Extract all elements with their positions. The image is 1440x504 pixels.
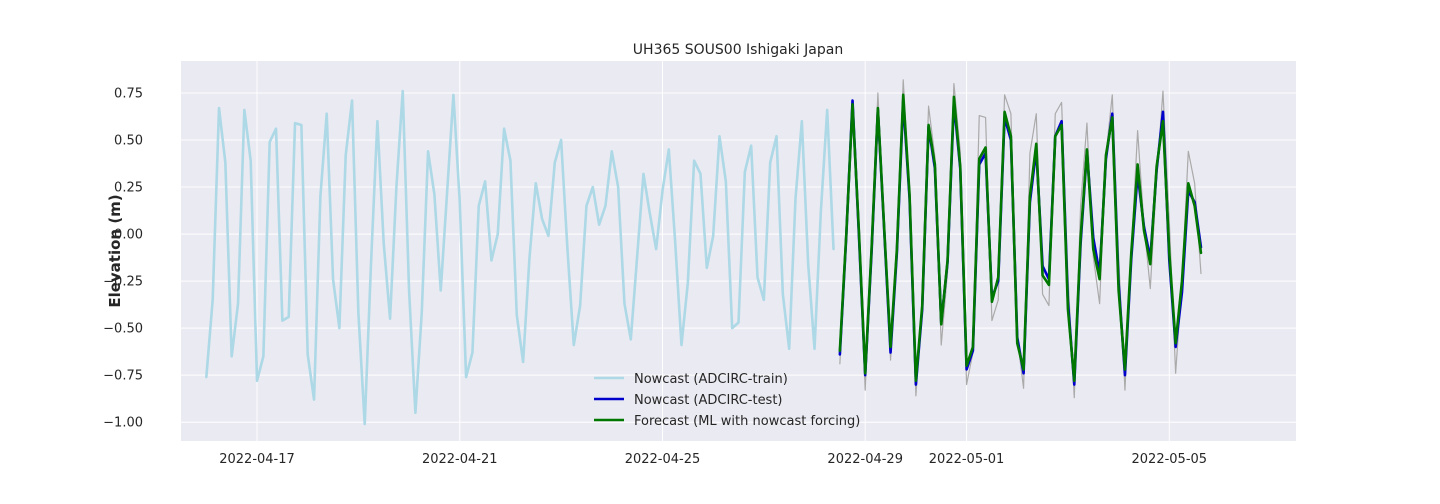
x-tick-label: 2022-04-21 — [422, 452, 498, 467]
y-tick-label: 0.00 — [114, 228, 143, 243]
y-tick-label: 0.75 — [114, 86, 143, 101]
series-line-nowcast-train — [205, 89, 835, 426]
legend-label-test: Nowcast (ADCIRC-test) — [634, 393, 783, 408]
series-line-forecast — [838, 93, 1203, 383]
x-tick-label: 2022-04-25 — [625, 452, 701, 467]
y-tick-label: 0.50 — [114, 134, 143, 149]
legend: Nowcast (ADCIRC-train) Nowcast (ADCIRC-t… — [594, 372, 860, 429]
legend-item-forecast: Forecast (ML with nowcast forcing) — [594, 414, 860, 429]
grid-lines — [181, 61, 1296, 441]
x-tick-label: 2022-05-01 — [929, 452, 1005, 467]
legend-item-test: Nowcast (ADCIRC-test) — [594, 393, 783, 408]
x-tick-label: 2022-05-05 — [1132, 452, 1208, 467]
x-tick-labels: 2022-04-17 2022-04-21 2022-04-25 2022-04-29… — [219, 452, 1207, 467]
y-tick-labels: 0.75 0.50 0.25 0.00 −0.25 −0.50 −0.75 −1.00 — [103, 86, 143, 430]
y-tick-label: −1.00 — [103, 416, 143, 431]
x-tick-label: 2022-04-17 — [219, 452, 295, 467]
legend-label-forecast: Forecast (ML with nowcast forcing) — [634, 414, 860, 429]
y-tick-label: −0.75 — [103, 369, 143, 384]
y-tick-label: −0.50 — [103, 322, 143, 337]
chart-title: UH365 SOUS00 Ishigaki Japan — [633, 42, 843, 58]
x-tick-label: 2022-04-29 — [827, 452, 903, 467]
legend-item-train: Nowcast (ADCIRC-train) — [594, 372, 788, 387]
series-lines — [205, 79, 1203, 426]
legend-label-train: Nowcast (ADCIRC-train) — [634, 372, 788, 387]
y-axis-label: Elevation (m) — [106, 194, 124, 307]
y-tick-label: −0.25 — [103, 275, 143, 290]
y-tick-label: 0.25 — [114, 181, 143, 196]
